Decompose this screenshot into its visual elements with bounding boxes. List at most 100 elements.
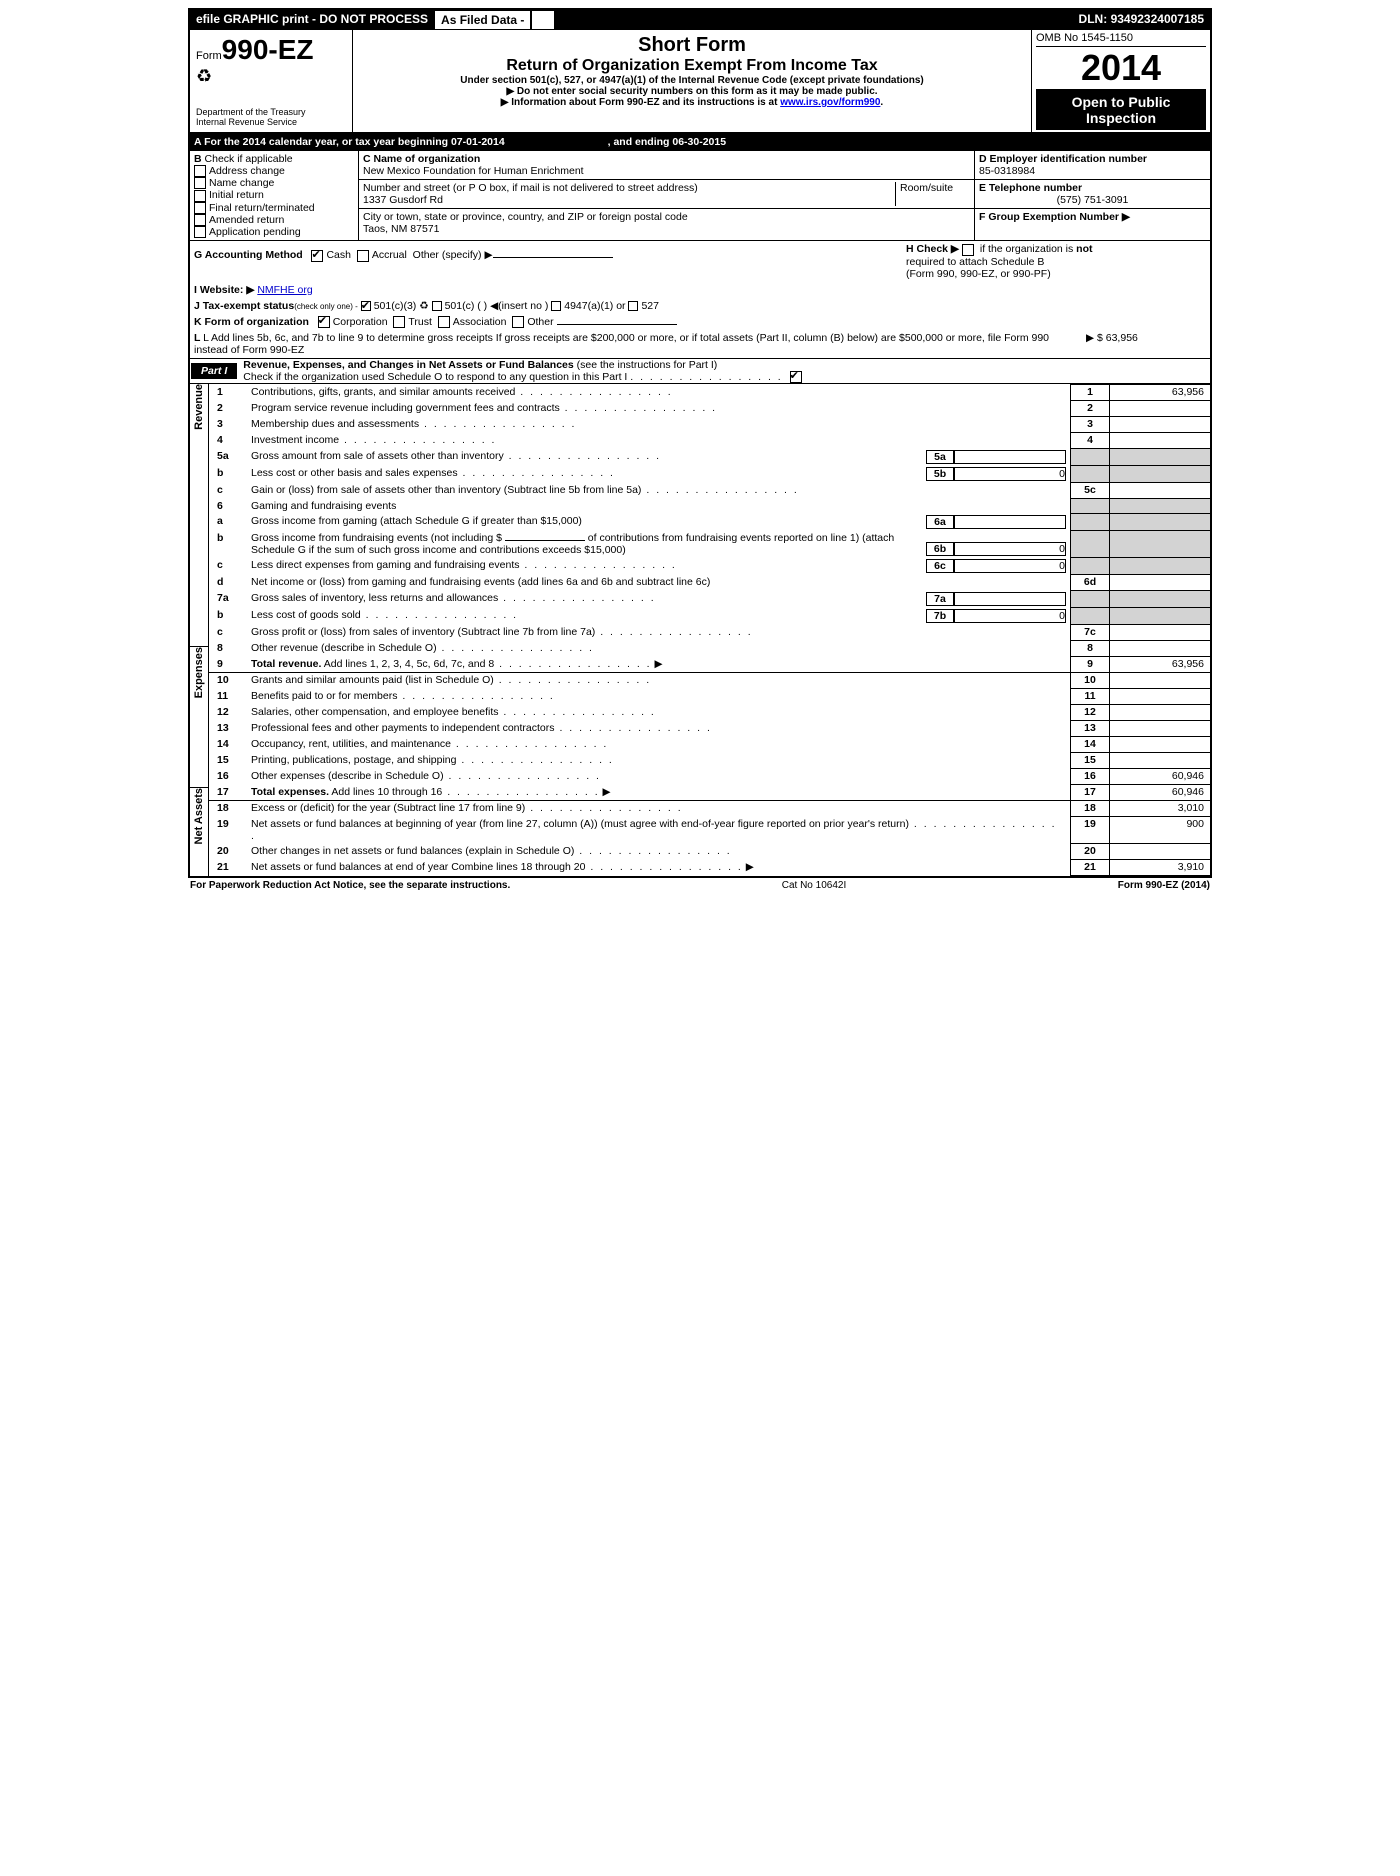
check-amended-return[interactable]: Amended return xyxy=(194,214,354,226)
omb-number: OMB No 1545-1150 xyxy=(1036,32,1206,47)
bcdef-block: B Check if applicable Address change Nam… xyxy=(190,151,1210,241)
f-label: F Group Exemption Number ▶ xyxy=(979,211,1130,223)
check-schedule-o[interactable] xyxy=(790,371,802,383)
blank-tab xyxy=(531,10,555,30)
dln: DLN: 93492324007185 xyxy=(1073,10,1210,30)
telephone: (575) 751-3091 xyxy=(979,194,1206,206)
room-suite-label: Room/suite xyxy=(895,182,970,206)
side-revenue: Revenue xyxy=(193,384,205,430)
line-11: 11Benefits paid to or for members11 xyxy=(209,688,1210,704)
line-15: 15Printing, publications, postage, and s… xyxy=(209,752,1210,768)
part1-label: Part I xyxy=(191,363,237,379)
line-5b: bLess cost or other basis and sales expe… xyxy=(209,465,1210,482)
side-netassets: Net Assets xyxy=(193,788,205,844)
line-6c: cLess direct expenses from gaming and fu… xyxy=(209,557,1210,574)
side-expenses: Expenses xyxy=(193,647,205,698)
top-bar: efile GRAPHIC print - DO NOT PROCESS As … xyxy=(190,10,1210,30)
e-label: E Telephone number xyxy=(979,182,1206,194)
lines-table: 1Contributions, gifts, grants, and simil… xyxy=(209,384,1210,876)
org-city: Taos, NM 87571 xyxy=(363,223,970,235)
dept-irs: Internal Revenue Service xyxy=(196,117,346,127)
header-left: Form990-EZ ♻ Department of the Treasury … xyxy=(190,30,353,132)
section-note: Under section 501(c), 527, or 4947(a)(1)… xyxy=(361,75,1023,86)
side-labels: Revenue Expenses Net Assets xyxy=(190,384,209,876)
line-17: 17Total expenses. Add lines 10 through 1… xyxy=(209,784,1210,800)
c-city-label: City or town, state or province, country… xyxy=(363,211,970,223)
line-18: 18Excess or (deficit) for the year (Subt… xyxy=(209,800,1210,816)
recycle-icon: ♻ xyxy=(196,66,346,87)
check-assoc[interactable] xyxy=(438,316,450,328)
line-10: 10Grants and similar amounts paid (list … xyxy=(209,672,1210,688)
line-6d: dNet income or (loss) from gaming and fu… xyxy=(209,574,1210,590)
check-501c3[interactable] xyxy=(361,301,371,311)
line-5a: 5aGross amount from sale of assets other… xyxy=(209,448,1210,465)
org-street: 1337 Gusdorf Rd xyxy=(363,194,895,206)
dept-treasury: Department of the Treasury xyxy=(196,107,346,117)
line-3: 3Membership dues and assessments3 xyxy=(209,416,1210,432)
form-990ez-page: efile GRAPHIC print - DO NOT PROCESS As … xyxy=(188,8,1212,878)
check-accrual[interactable] xyxy=(357,250,369,262)
org-name: New Mexico Foundation for Human Enrichme… xyxy=(363,165,970,177)
section-c: C Name of organization New Mexico Founda… xyxy=(359,151,974,240)
tax-year: 2014 xyxy=(1036,47,1206,90)
as-filed-tab: As Filed Data - xyxy=(434,10,531,30)
line-16: 16Other expenses (describe in Schedule O… xyxy=(209,768,1210,784)
check-corp[interactable] xyxy=(318,316,330,328)
part1-body: Revenue Expenses Net Assets 1Contributio… xyxy=(190,384,1210,876)
header-middle: Short Form Return of Organization Exempt… xyxy=(353,30,1032,132)
c-street-label: Number and street (or P O box, if mail i… xyxy=(363,182,698,194)
form-number: Form990-EZ xyxy=(196,34,346,66)
section-b: B Check if applicable Address change Nam… xyxy=(190,151,359,240)
check-name-change[interactable]: Name change xyxy=(194,177,354,189)
line-l: L L Add lines 5b, 6c, and 7b to line 9 t… xyxy=(190,330,1210,358)
line-6: 6Gaming and fundraising events xyxy=(209,498,1210,513)
line-k: K Form of organization Corporation Trust… xyxy=(190,314,1210,330)
line-g-h: G Accounting Method Cash Accrual Other (… xyxy=(190,241,1210,281)
part1-header: Part I Revenue, Expenses, and Changes in… xyxy=(190,358,1210,384)
check-other-form[interactable] xyxy=(512,316,524,328)
d-label: D Employer identification number xyxy=(979,153,1206,165)
line-20: 20Other changes in net assets or fund ba… xyxy=(209,843,1210,859)
efile-label: efile GRAPHIC print - DO NOT PROCESS xyxy=(190,10,434,30)
short-form-title: Short Form xyxy=(361,34,1023,57)
line-21: 21Net assets or fund balances at end of … xyxy=(209,859,1210,875)
arrow-note-1: ▶ Do not enter social security numbers o… xyxy=(361,86,1023,97)
c-name-label: C Name of organization xyxy=(363,153,970,165)
line-19: 19Net assets or fund balances at beginni… xyxy=(209,816,1210,843)
footer: For Paperwork Reduction Act Notice, see … xyxy=(186,878,1214,893)
header-block: Form990-EZ ♻ Department of the Treasury … xyxy=(190,30,1210,134)
ein: 85-0318984 xyxy=(979,165,1206,177)
line-a: A For the 2014 calendar year, or tax yea… xyxy=(190,134,1210,151)
line-7b: bLess cost of goods sold7b0 xyxy=(209,607,1210,624)
line-8: 8Other revenue (describe in Schedule O)8 xyxy=(209,640,1210,656)
open-public: Open to Public Inspection xyxy=(1036,90,1206,130)
line-6b: bGross income from fundraising events (n… xyxy=(209,530,1210,557)
line-2: 2Program service revenue including gover… xyxy=(209,400,1210,416)
website-link[interactable]: NMFHE org xyxy=(257,284,312,296)
line-9: 9Total revenue. Add lines 1, 2, 3, 4, 5c… xyxy=(209,656,1210,672)
line-12: 12Salaries, other compensation, and empl… xyxy=(209,704,1210,720)
footer-mid: Cat No 10642I xyxy=(510,880,1117,891)
check-application-pending[interactable]: Application pending xyxy=(194,226,354,238)
check-trust[interactable] xyxy=(393,316,405,328)
check-527[interactable] xyxy=(628,301,638,311)
section-def: D Employer identification number 85-0318… xyxy=(974,151,1210,240)
line-5c: cGain or (loss) from sale of assets othe… xyxy=(209,482,1210,498)
check-initial-return[interactable]: Initial return xyxy=(194,189,354,201)
line-14: 14Occupancy, rent, utilities, and mainte… xyxy=(209,736,1210,752)
line-6a: aGross income from gaming (attach Schedu… xyxy=(209,513,1210,530)
check-h[interactable] xyxy=(962,244,974,256)
footer-left: For Paperwork Reduction Act Notice, see … xyxy=(190,880,510,891)
check-4947[interactable] xyxy=(551,301,561,311)
check-501c[interactable] xyxy=(432,301,442,311)
check-cash[interactable] xyxy=(311,250,323,262)
arrow-note-2: ▶ Information about Form 990-EZ and its … xyxy=(361,97,1023,108)
line-1: 1Contributions, gifts, grants, and simil… xyxy=(209,384,1210,400)
check-final-return[interactable]: Final return/terminated xyxy=(194,202,354,214)
irs-link[interactable]: www.irs.gov/form990 xyxy=(780,97,880,108)
other-method-input[interactable] xyxy=(493,257,613,258)
check-address-change[interactable]: Address change xyxy=(194,165,354,177)
line-i: I Website: ▶ NMFHE org xyxy=(190,282,1210,298)
header-right: OMB No 1545-1150 2014 Open to Public Ins… xyxy=(1032,30,1210,132)
line-4: 4Investment income4 xyxy=(209,432,1210,448)
